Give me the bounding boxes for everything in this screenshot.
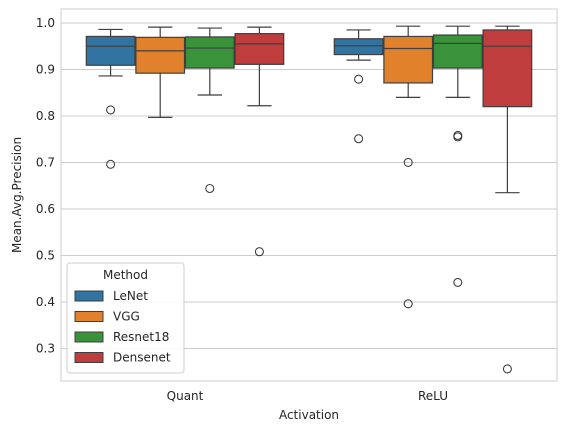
box-resnet18-quant (184, 27, 235, 194)
y-tick-label: 0.3 (36, 341, 55, 355)
legend-swatch-vgg (74, 311, 104, 322)
outlier-point (453, 277, 463, 287)
legend-label-lenet: LeNet (113, 289, 148, 303)
box-resnet18-relu (432, 25, 483, 287)
y-tick-label: 0.4 (36, 295, 55, 309)
outlier-point (354, 74, 364, 84)
iqr-box (482, 29, 533, 108)
outlier-point (106, 105, 116, 115)
y-tick-label: 0.6 (36, 202, 55, 216)
y-tick-label: 0.7 (36, 155, 55, 169)
legend-swatch-resnet18 (74, 331, 104, 343)
legend-title: Method (103, 268, 148, 282)
x-tick-label: Quant (167, 389, 204, 403)
box-densenet-relu (482, 25, 533, 374)
iqr-box (234, 33, 285, 65)
box-densenet-quant (234, 26, 285, 257)
legend-label-densenet: Densenet (113, 351, 171, 365)
y-tick-label: 0.9 (36, 62, 55, 76)
legend: Method LeNet VGG Resnet18 Densenet (66, 262, 185, 374)
y-tick-labels: 0.3 0.4 0.5 0.6 0.7 0.8 0.9 1.0 (36, 16, 55, 356)
iqr-box (383, 35, 434, 84)
legend-swatch-densenet (74, 352, 104, 363)
outlier-point (453, 132, 463, 142)
x-tick-labels: Quant ReLU (167, 389, 448, 403)
box-vgg-relu (383, 25, 434, 309)
legend-label-vgg: VGG (113, 310, 140, 324)
boxes (85, 25, 533, 374)
y-tick-label: 0.8 (36, 109, 55, 123)
iqr-box (85, 35, 136, 66)
outlier-point (106, 159, 116, 169)
box-vgg-quant (135, 26, 186, 118)
iqr-box (135, 36, 186, 74)
box-lenet-relu (333, 29, 384, 144)
x-tick-label: ReLU (418, 389, 448, 403)
y-tick-label: 0.5 (36, 248, 55, 262)
outlier-point (403, 157, 413, 167)
outlier-point (354, 134, 364, 144)
outlier-point (403, 299, 413, 309)
outlier-point (205, 183, 215, 194)
y-axis-label: Mean.Avg.Precision (10, 137, 24, 253)
x-axis-label: Activation (279, 408, 339, 422)
iqr-box (184, 36, 235, 69)
outlier-point (502, 364, 512, 374)
y-tick-label: 1.0 (36, 16, 55, 30)
legend-label-resnet18: Resnet18 (113, 330, 169, 344)
legend-swatch-lenet (74, 290, 104, 302)
box-lenet-quant (85, 28, 136, 169)
iqr-box (432, 34, 483, 69)
iqr-box (333, 38, 384, 56)
outlier-point (254, 247, 264, 257)
